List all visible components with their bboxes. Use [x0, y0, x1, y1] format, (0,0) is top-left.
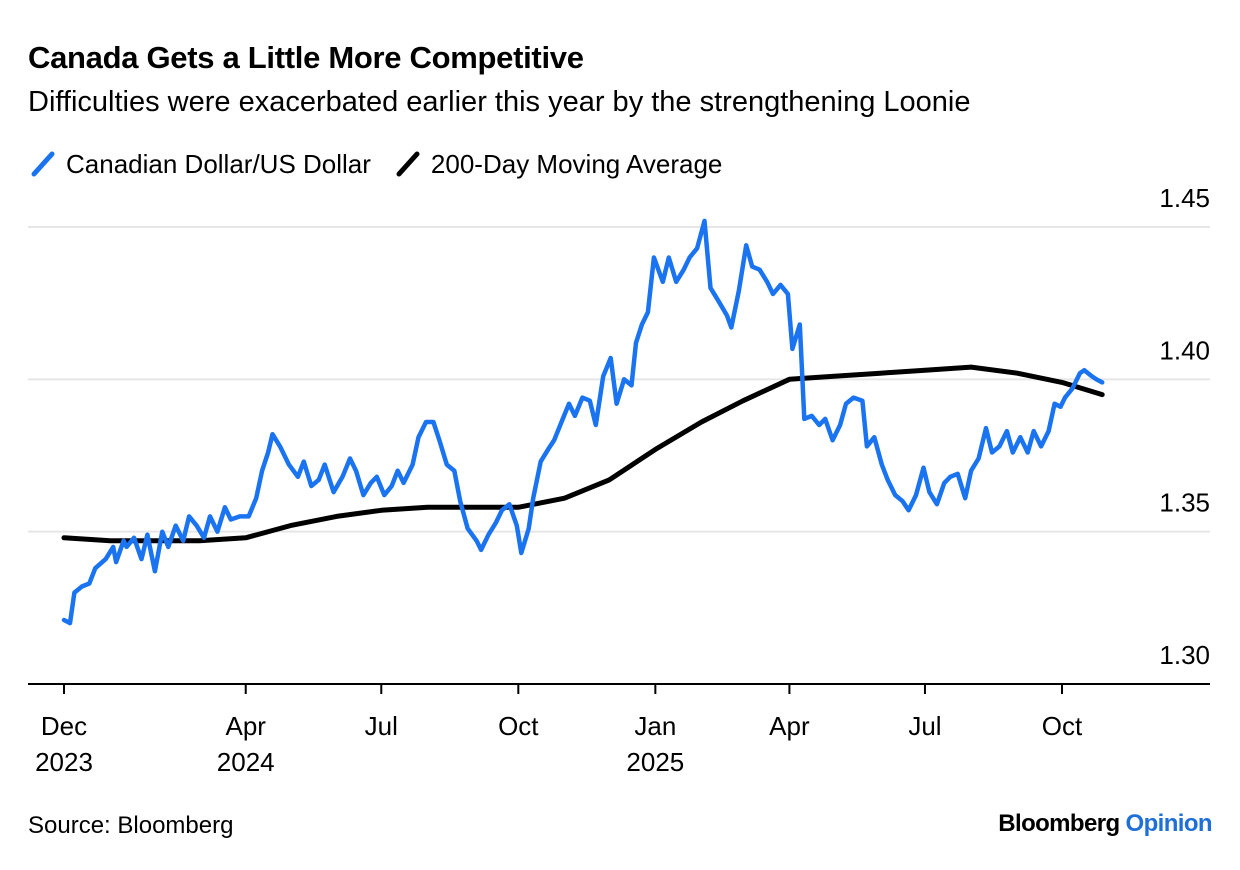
- chart-title: Canada Gets a Little More Competitive: [28, 40, 584, 75]
- x-tick-label-month: Dec: [41, 711, 87, 741]
- x-tick-label-year: 2024: [217, 747, 275, 777]
- x-tick-label-year: 2025: [626, 747, 684, 777]
- brand-name: Bloomberg: [998, 810, 1120, 837]
- brand-section: Opinion: [1125, 810, 1213, 837]
- y-tick-label: 1.40: [1159, 335, 1210, 365]
- legend-swatch-cad-usd: [31, 151, 55, 177]
- x-tick-label-month: Apr: [769, 711, 810, 741]
- legend-label-cad-usd: Canadian Dollar/US Dollar: [66, 148, 371, 179]
- x-tick-label-year: 2023: [35, 747, 93, 777]
- chart-subtitle: Difficulties were exacerbated earlier th…: [28, 86, 971, 118]
- y-tick-label: 1.45: [1159, 183, 1210, 213]
- line-chart: 1.45 1.40 1.35 1.30 Dec 2023 Apr 2024 Jul Oct Jan 2…: [28, 183, 1210, 777]
- x-tick-label-month: Jul: [365, 711, 398, 741]
- source-note: Source: Bloomberg: [28, 812, 234, 839]
- x-tick-label-month: Jan: [634, 711, 676, 741]
- series-line-moving-average: [61, 364, 1105, 544]
- x-tick-label-month: Apr: [225, 711, 266, 741]
- legend-label-moving-average: 200-Day Moving Average: [430, 148, 723, 179]
- x-tick-label-month: Oct: [498, 711, 539, 741]
- brand-logo: Bloomberg Opinion: [998, 810, 1212, 838]
- legend-item-moving-average: 200-Day Moving Average: [393, 149, 722, 180]
- y-tick-label: 1.30: [1159, 640, 1210, 670]
- series-line-cad-usd: [61, 218, 1105, 626]
- x-tick-label-month: Oct: [1042, 711, 1083, 741]
- y-tick-label: 1.35: [1159, 488, 1210, 518]
- x-tick-label-month: Jul: [908, 711, 941, 741]
- legend: Canadian Dollar/US Dollar 200-Day Moving…: [28, 146, 744, 182]
- legend-item-cad-usd: Canadian Dollar/US Dollar: [28, 149, 371, 180]
- legend-swatch-moving-average: [396, 151, 420, 177]
